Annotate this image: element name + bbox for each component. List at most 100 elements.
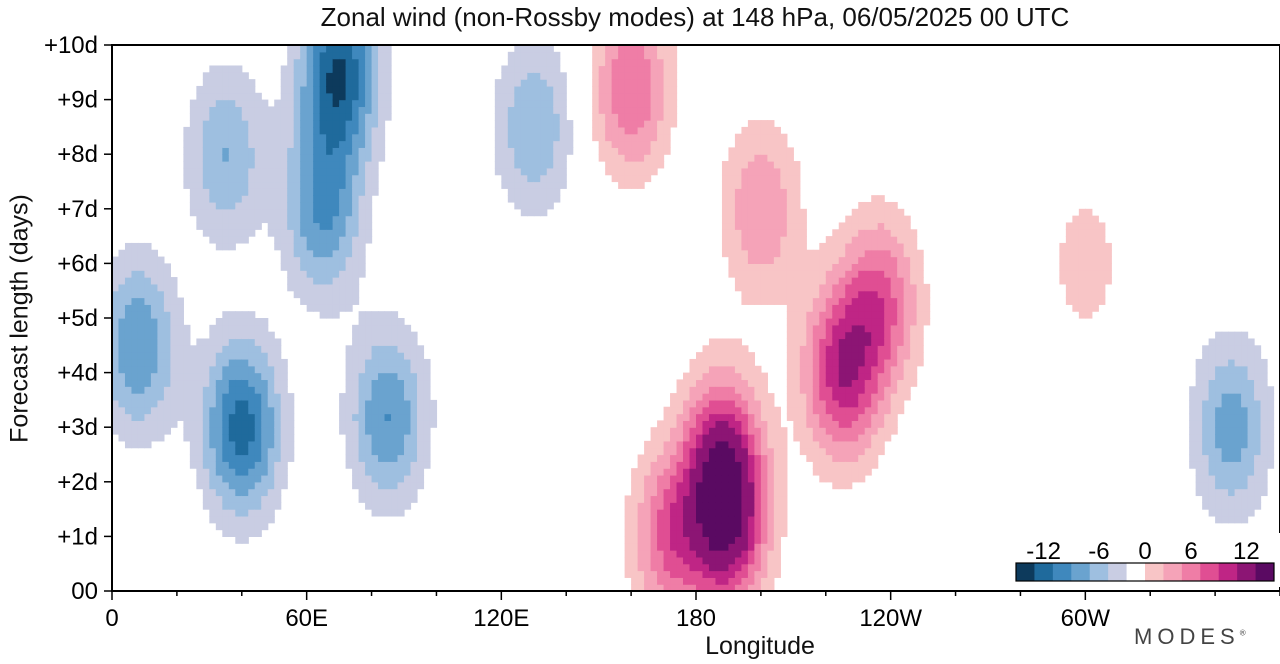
field-cell bbox=[605, 65, 613, 73]
field-cell bbox=[345, 399, 353, 408]
field-cell bbox=[1241, 338, 1249, 346]
field-cell bbox=[696, 420, 704, 428]
field-cell bbox=[799, 440, 807, 449]
field-cell bbox=[747, 256, 755, 264]
field-cell bbox=[618, 147, 626, 155]
field-cell bbox=[657, 72, 665, 80]
field-cell bbox=[1072, 256, 1080, 264]
field-cell bbox=[1260, 461, 1268, 469]
field-cell bbox=[832, 352, 840, 360]
field-cell bbox=[241, 120, 249, 128]
field-cell bbox=[287, 79, 295, 87]
field-cell bbox=[183, 324, 191, 333]
field-cell bbox=[378, 147, 386, 155]
field-cell bbox=[533, 120, 541, 128]
field-cell bbox=[112, 358, 120, 367]
field-cell bbox=[760, 481, 768, 490]
field-cell bbox=[676, 536, 684, 544]
field-cell bbox=[267, 215, 275, 224]
field-cell bbox=[300, 208, 308, 217]
field-cell bbox=[773, 188, 781, 196]
field-cell bbox=[339, 277, 347, 285]
field-cell bbox=[124, 420, 133, 428]
field-cell bbox=[215, 406, 223, 415]
field-cell bbox=[858, 399, 866, 408]
field-cell bbox=[1254, 406, 1262, 415]
field-cell bbox=[1202, 345, 1210, 353]
field-cell bbox=[728, 352, 736, 360]
field-cell bbox=[365, 229, 373, 237]
field-cell bbox=[760, 440, 768, 449]
field-cell bbox=[747, 379, 755, 387]
field-cell bbox=[566, 126, 574, 135]
field-cell bbox=[910, 297, 918, 305]
field-cell bbox=[780, 154, 788, 162]
field-cell bbox=[877, 297, 885, 305]
field-cell bbox=[715, 543, 723, 551]
field-cell bbox=[689, 502, 697, 510]
field-cell bbox=[741, 229, 749, 237]
field-cell bbox=[124, 290, 133, 299]
field-cell bbox=[235, 454, 243, 462]
field-cell bbox=[514, 188, 522, 196]
field-cell bbox=[358, 79, 366, 87]
field-cell bbox=[189, 126, 197, 135]
field-cell bbox=[137, 270, 146, 278]
field-cell bbox=[1260, 434, 1268, 442]
field-cell bbox=[209, 454, 217, 462]
field-cell bbox=[728, 495, 736, 503]
field-cell bbox=[644, 461, 652, 469]
field-cell bbox=[261, 495, 269, 503]
field-cell bbox=[131, 331, 139, 340]
field-cell bbox=[319, 58, 327, 67]
field-cell bbox=[235, 474, 243, 483]
field-cell bbox=[254, 126, 262, 135]
field-cell bbox=[793, 352, 801, 360]
field-cell bbox=[747, 495, 755, 503]
field-cell bbox=[851, 304, 859, 312]
field-cell bbox=[702, 563, 710, 572]
field-cell bbox=[708, 427, 717, 435]
field-cell bbox=[280, 386, 288, 394]
field-cell bbox=[624, 72, 632, 80]
field-cell bbox=[793, 420, 801, 428]
field-cell bbox=[378, 461, 386, 469]
y-tick-label: +1d bbox=[57, 523, 98, 550]
field-cell bbox=[1189, 461, 1197, 469]
field-cell bbox=[326, 283, 334, 292]
field-cell bbox=[313, 270, 321, 278]
field-cell bbox=[884, 297, 892, 305]
field-cell bbox=[871, 372, 879, 381]
field-cell bbox=[793, 297, 801, 305]
field-cell bbox=[812, 318, 820, 326]
field-cell bbox=[747, 393, 755, 401]
field-cell bbox=[741, 550, 749, 558]
field-cell bbox=[1078, 249, 1086, 258]
field-cell bbox=[358, 222, 366, 230]
field-cell bbox=[832, 406, 840, 415]
field-cell bbox=[546, 45, 554, 53]
field-cell bbox=[657, 522, 665, 531]
field-cell bbox=[546, 161, 554, 169]
field-cell bbox=[254, 345, 262, 353]
field-cell bbox=[144, 331, 152, 340]
field-cell bbox=[650, 522, 658, 531]
field-cell bbox=[1254, 461, 1262, 469]
field-cell bbox=[124, 331, 133, 340]
field-cell bbox=[780, 509, 788, 517]
field-cell bbox=[131, 440, 139, 449]
field-cell bbox=[157, 256, 165, 264]
field-cell bbox=[903, 290, 911, 299]
field-cell bbox=[825, 358, 833, 367]
field-cell bbox=[501, 106, 509, 114]
field-cell bbox=[825, 393, 833, 401]
field-cell bbox=[112, 338, 120, 346]
field-cell bbox=[650, 161, 658, 169]
field-cell bbox=[306, 283, 314, 292]
field-cell bbox=[391, 474, 399, 483]
field-cell bbox=[254, 488, 262, 497]
field-cell bbox=[754, 427, 762, 435]
field-cell bbox=[871, 447, 879, 456]
field-cell bbox=[319, 79, 327, 87]
field-cell bbox=[365, 399, 373, 408]
